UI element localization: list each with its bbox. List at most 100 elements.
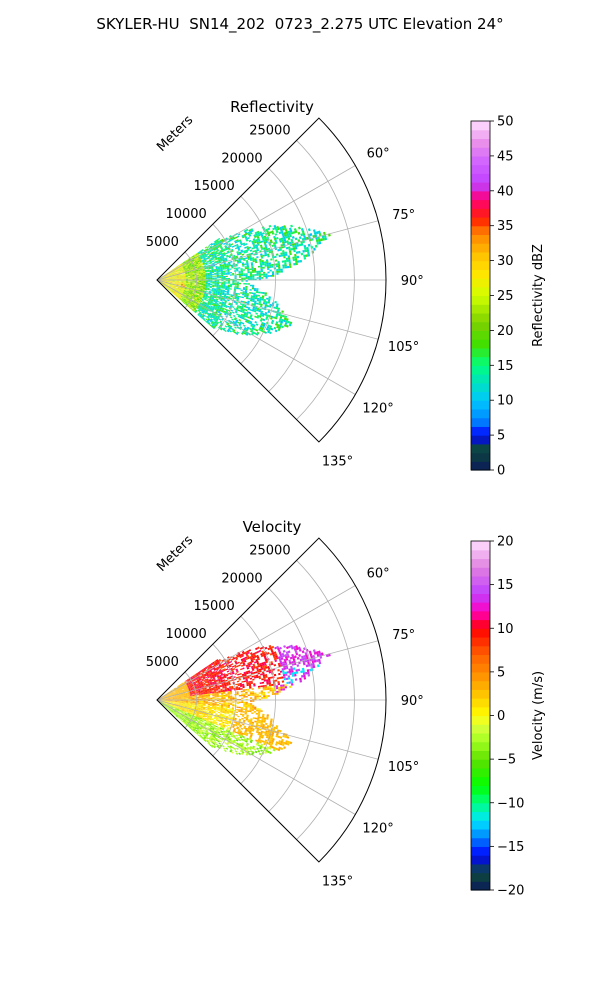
echo-gate [259, 319, 263, 322]
echo-gate [267, 233, 271, 237]
echo-gate [174, 277, 177, 279]
echo-gate [205, 271, 208, 273]
echo-gate [162, 703, 165, 706]
echo-gate [176, 696, 180, 698]
echo-gate [222, 252, 226, 255]
echo-gate [169, 705, 172, 706]
echo-gate [205, 295, 208, 298]
echo-gate [167, 275, 170, 277]
echo-gate [167, 705, 169, 707]
echo-gate [165, 277, 169, 279]
echo-gate [219, 307, 222, 310]
echo-gate [287, 235, 290, 238]
echo-gate [253, 303, 256, 306]
echo-gate [169, 289, 171, 292]
echo-gate [204, 302, 208, 305]
echo-gate [210, 314, 213, 317]
echo-gate [210, 294, 213, 297]
echo-gate [198, 263, 201, 265]
echo-gate [199, 265, 202, 268]
echo-gate [256, 230, 260, 234]
echo-gate [195, 269, 198, 271]
echo-gate [181, 709, 185, 711]
echo-gate [200, 289, 203, 291]
echo-gate [207, 255, 210, 258]
echo-gate [168, 707, 170, 709]
echo-gate [179, 700, 182, 701]
echo-gate [187, 293, 190, 295]
echo-gate [163, 702, 166, 704]
echo-gate [187, 265, 190, 267]
echo-gate [180, 691, 183, 693]
echo-gate [297, 260, 300, 263]
echo-gate [212, 281, 215, 283]
echo-gate [182, 270, 185, 272]
echo-gate [199, 299, 202, 301]
echo-gate [169, 709, 171, 712]
echo-gate [176, 695, 179, 696]
echo-gate [222, 266, 225, 268]
echo-gate [185, 285, 188, 287]
echo-gate [184, 293, 187, 296]
echo-gate [184, 684, 187, 686]
echo-gate [224, 313, 227, 316]
echo-gate [180, 693, 183, 695]
echo-gate [184, 270, 187, 272]
echo-gate [165, 696, 168, 698]
echo-gate [174, 709, 177, 711]
echo-gate [183, 290, 187, 292]
echo-gate [192, 278, 195, 279]
echo-gate [218, 288, 221, 290]
echo-gate [176, 702, 179, 704]
echo-gate [195, 305, 199, 307]
echo-gate [183, 278, 186, 280]
echo-gate [255, 312, 258, 315]
echo-gate [260, 310, 264, 313]
echo-gate [210, 318, 214, 321]
echo-gate [169, 289, 172, 291]
echo-gate [173, 711, 175, 714]
echo-gate [185, 282, 188, 283]
echo-gate [243, 313, 246, 316]
echo-gate [181, 268, 184, 270]
echo-gate [185, 701, 188, 703]
echo-gate [174, 277, 177, 278]
echo-gate [176, 706, 179, 708]
echo-gate [191, 690, 194, 692]
echo-gate [170, 698, 173, 699]
echo-gate [182, 261, 185, 263]
echo-gate [258, 299, 262, 302]
echo-gate [197, 301, 200, 304]
echo-gate [269, 303, 272, 306]
echo-gate [174, 283, 177, 284]
echo-gate [187, 703, 191, 704]
echo-gate [246, 261, 249, 264]
echo-gate [168, 705, 171, 708]
echo-gate [171, 272, 174, 274]
echo-gate [208, 280, 211, 281]
echo-gate [224, 294, 227, 296]
echo-gate [183, 282, 186, 284]
echo-gate [172, 292, 175, 295]
echo-gate [167, 707, 170, 710]
echo-gate [169, 705, 172, 707]
echo-gate [200, 306, 203, 309]
echo-gate [226, 255, 229, 258]
echo-gate [196, 697, 200, 699]
echo-gate [214, 283, 217, 285]
echo-gate [170, 711, 173, 713]
echo-gate [184, 298, 187, 300]
echo-gate [173, 710, 176, 712]
echo-gate [165, 703, 168, 705]
echo-gate [195, 309, 198, 312]
echo-gate [208, 266, 211, 268]
echo-gate [258, 275, 261, 278]
echo-gate [221, 255, 224, 257]
echo-gate [165, 283, 168, 284]
echo-gate [201, 249, 204, 251]
echo-gate [211, 298, 214, 301]
echo-gate [214, 316, 218, 319]
echo-gate [215, 258, 218, 261]
echo-gate [199, 292, 202, 294]
echo-gate [244, 315, 248, 318]
